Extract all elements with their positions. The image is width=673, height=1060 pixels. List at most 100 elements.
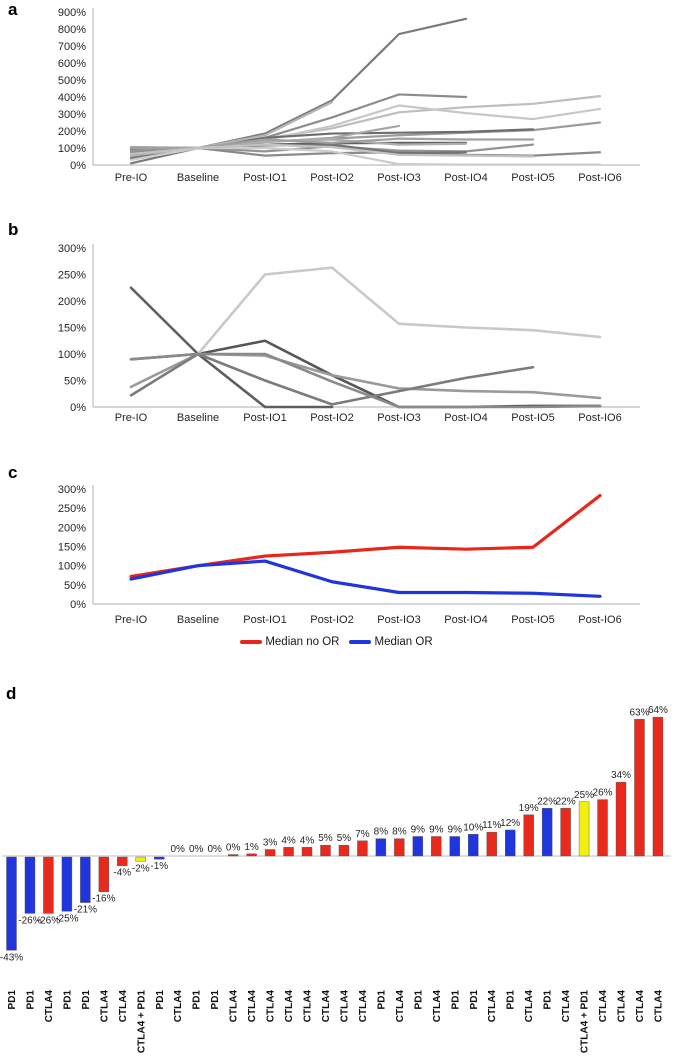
chart-c-y-tick-label: 200% [58, 522, 86, 534]
chart-b-y-tick-label: 50% [64, 376, 86, 388]
chart-d-value-label: 5% [337, 833, 352, 844]
chart-d-bar [449, 836, 460, 857]
chart-c-x-tick-label: Post-IO3 [377, 614, 420, 626]
chart-d-value-label: 4% [281, 835, 296, 846]
chart-c-x-tick-label: Baseline [177, 614, 219, 626]
chart-d-category-label: CTLA4 [598, 990, 609, 1023]
chart-c-y-tick-label: 250% [58, 503, 86, 515]
chart-d-bar [227, 854, 239, 857]
chart-a-y-tick-label: 400% [58, 92, 86, 104]
chart-a-y-tick-label: 800% [58, 24, 86, 36]
chart-b-series-line [129, 352, 602, 409]
chart-d-category-label: PD1 [192, 990, 203, 1010]
median-no-or-label: Median no OR [265, 636, 340, 648]
chart-b-x-tick-label: Post-IO1 [243, 412, 286, 424]
chart-d-category-label: CTLA4 [99, 990, 110, 1023]
chart-a-x-tick-label: Post-IO1 [243, 172, 286, 184]
chart-d-value-label: -4% [113, 868, 131, 879]
chart-d-category-label: PD1 [376, 990, 387, 1010]
chart-d-category-label: CTLA4 [561, 990, 572, 1023]
chart-d-value-label: -26% [18, 915, 41, 926]
chart-d-bar [357, 840, 368, 857]
chart-d-category-label: PD1 [25, 990, 36, 1010]
chart-b-series-line [129, 352, 535, 406]
chart-d-value-label: 11% [482, 820, 501, 831]
chart-d-value-label: 22% [537, 796, 557, 807]
chart-a-y-tick-label: 300% [58, 109, 86, 121]
chart-d-category-label: CTLA4 [284, 990, 295, 1023]
chart-c-y-tick-label: 300% [58, 484, 86, 496]
chart-a-x-tick-label: Post-IO2 [310, 172, 353, 184]
chart-d-value-label: -43% [0, 952, 23, 963]
legend-item-median-no-or: Median no OR [240, 636, 339, 648]
chart-d-value-label: 0% [207, 844, 222, 855]
chart-d-category-label: CTLA4 [487, 990, 498, 1023]
chart-d-value-label: -26% [37, 915, 60, 926]
chart-c-x-tick-label: Post-IO4 [444, 614, 487, 626]
chart-d-value-label: -2% [132, 863, 150, 874]
chart-c-series-line [129, 559, 602, 598]
chart-d-category-label: PD1 [7, 990, 18, 1010]
chart-c-x-tick-label: Post-IO1 [243, 614, 286, 626]
chart-d-category-label: PD1 [81, 990, 92, 1010]
chart-d-category-label: PD1 [210, 990, 221, 1010]
chart-d-category-label: CTLA4 + PD1 [580, 990, 591, 1054]
chart-d-bar [320, 844, 331, 857]
chart-b-x-tick-label: Post-IO5 [511, 412, 554, 424]
chart-a-x-tick-label: Post-IO3 [377, 172, 420, 184]
chart-a-x-tick-label: Post-IO5 [511, 172, 554, 184]
chart-d-bar [468, 834, 479, 857]
chart-d-value-label: 34% [611, 770, 631, 781]
chart-d-value-label: 12% [500, 818, 520, 829]
chart-b-series-line [196, 266, 602, 356]
chart-d-value-label: 9% [448, 824, 463, 835]
chart-b-x-tick-label: Pre-IO [115, 412, 148, 424]
chart-c-x-tick-label: Pre-IO [115, 614, 148, 626]
chart-d-bar [117, 856, 128, 866]
chart-d-value-label: 0% [171, 844, 186, 855]
panel-a-letter: a [8, 0, 18, 19]
chart-b-y-tick-label: 150% [58, 323, 86, 335]
chart-a-x-tick-label: Pre-IO [115, 172, 148, 184]
chart-d-bar [61, 856, 73, 912]
chart-d-value-label: 9% [411, 824, 426, 835]
chart-b-y-tick-label: 250% [58, 270, 86, 282]
chart-d-category-label: CTLA4 [173, 990, 184, 1023]
chart-d-bar [486, 831, 497, 857]
chart-c-x-tick-label: Post-IO5 [511, 614, 554, 626]
chart-d-bar [541, 808, 553, 857]
chart-d-category-label: CTLA4 [432, 990, 443, 1023]
chart-d-bar [375, 838, 387, 857]
chart-d-value-label: 7% [355, 829, 370, 840]
chart-d-bar [301, 847, 313, 857]
chart-d-bar [504, 829, 516, 857]
chart-d-value-label: 4% [300, 835, 315, 846]
chart-d-bar [523, 814, 534, 857]
chart-d-category-label: CTLA4 [635, 990, 646, 1023]
panel-d-letter: d [6, 684, 17, 703]
chart-b-y-tick-label: 300% [58, 243, 86, 255]
chart-b-x-tick-label: Post-IO4 [444, 412, 487, 424]
chart-d-value-label: -21% [74, 905, 97, 916]
chart-d-value-label: 22% [556, 796, 576, 807]
chart-a-y-tick-label: 700% [58, 41, 86, 53]
chart-a-y-tick-label: 900% [58, 7, 86, 19]
chart-d-bar [283, 847, 294, 857]
chart-d-bar [80, 856, 91, 903]
chart-a-x-tick-label: Post-IO4 [444, 172, 487, 184]
panel-c-letter: c [8, 463, 18, 482]
chart-d-value-label: -25% [55, 913, 78, 924]
chart-a-y-tick-label: 200% [58, 126, 86, 138]
chart-d-category-label: CTLA4 [653, 990, 664, 1023]
chart-d-category-label: CTLA4 [358, 990, 369, 1023]
chart-d-value-label: 1% [244, 842, 259, 853]
chart-d-bar [24, 856, 36, 914]
chart-c-y-tick-label: 0% [70, 599, 86, 611]
chart-d-value-label: 0% [189, 844, 204, 855]
chart-d-bar [154, 856, 165, 860]
chart-d-category-label: CTLA4 [617, 990, 628, 1023]
chart-d-value-label: 19% [519, 803, 539, 814]
chart-d-value-label: 26% [593, 788, 613, 799]
